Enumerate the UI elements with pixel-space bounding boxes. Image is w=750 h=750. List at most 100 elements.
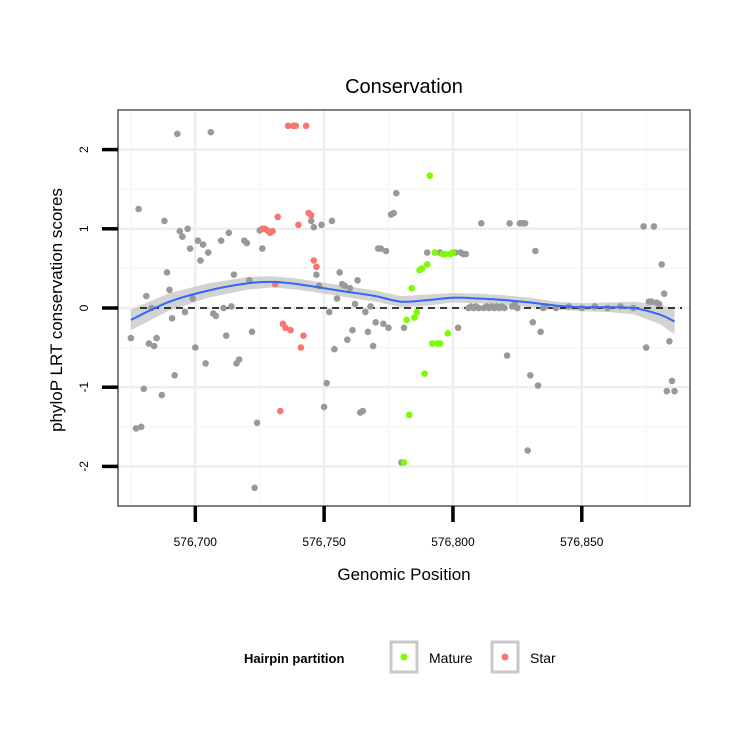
data-point-other xyxy=(225,229,233,237)
data-point-mature xyxy=(449,249,457,256)
data-point-other xyxy=(478,220,485,227)
data-point-mature xyxy=(408,284,416,292)
data-point-other xyxy=(174,130,181,138)
data-point-other xyxy=(204,249,212,256)
data-point-star xyxy=(287,326,294,334)
data-point-other xyxy=(202,360,209,367)
data-point-other xyxy=(354,277,361,284)
legend-label-mature: Mature xyxy=(429,650,473,666)
data-point-mature xyxy=(444,330,452,337)
data-point-other xyxy=(176,227,184,235)
data-point-other xyxy=(380,320,387,328)
data-point-other xyxy=(207,128,215,136)
se-ribbon xyxy=(130,276,675,335)
data-point-other xyxy=(344,336,351,344)
data-point-other xyxy=(382,247,390,255)
data-point-mature xyxy=(418,265,426,272)
data-point-mature xyxy=(429,340,436,347)
data-point-other xyxy=(132,425,140,432)
data-point-star xyxy=(302,122,310,130)
data-point-star xyxy=(313,263,320,271)
data-point-other xyxy=(217,237,225,244)
data-point-other xyxy=(537,328,544,336)
data-point-other xyxy=(462,250,470,258)
y-axis-label: phyloP LRT conservation scores xyxy=(47,188,66,432)
data-point-other xyxy=(310,223,318,231)
data-point-other xyxy=(166,286,173,294)
smooth-curve-layer xyxy=(130,280,675,323)
y-tick-label: -1 xyxy=(77,382,91,393)
data-point-star xyxy=(274,213,282,221)
data-point-other xyxy=(475,304,483,312)
legend: Hairpin partition Mature Star xyxy=(244,640,556,674)
data-point-other xyxy=(333,295,341,302)
data-point-mature xyxy=(413,308,421,316)
data-point-mature xyxy=(411,314,418,321)
data-point-other xyxy=(524,447,531,454)
data-point-other xyxy=(168,315,176,322)
data-point-other xyxy=(377,245,385,252)
data-point-other xyxy=(184,225,191,233)
data-point-other xyxy=(326,308,333,316)
data-point-other xyxy=(393,189,400,197)
data-point-other xyxy=(179,233,186,240)
data-point-star xyxy=(307,212,315,219)
data-points xyxy=(127,122,678,492)
legend-dot-star xyxy=(501,653,509,661)
data-point-star xyxy=(282,324,289,332)
data-point-other xyxy=(161,217,168,225)
data-point-other xyxy=(642,344,650,351)
data-point-other xyxy=(318,221,325,229)
data-point-other xyxy=(253,419,261,427)
data-point-other xyxy=(521,220,529,227)
data-point-other xyxy=(328,217,336,225)
data-point-other xyxy=(153,334,160,342)
data-point-star xyxy=(300,332,307,340)
data-point-other xyxy=(140,385,148,393)
data-point-other xyxy=(390,209,398,217)
legend-dot-mature xyxy=(400,653,408,661)
data-point-other xyxy=(454,324,462,332)
data-point-mature xyxy=(405,411,413,419)
data-point-other xyxy=(650,223,658,230)
data-point-other xyxy=(320,403,328,411)
data-point-other xyxy=(423,249,431,256)
data-point-other xyxy=(341,282,349,290)
x-tick-label: 576,850 xyxy=(560,535,604,549)
data-point-other xyxy=(189,295,196,302)
data-point-star xyxy=(277,407,284,415)
data-point-other xyxy=(369,342,377,350)
data-point-other xyxy=(135,205,142,213)
data-point-other xyxy=(158,391,166,399)
data-point-other xyxy=(663,387,671,395)
legend-key-star xyxy=(490,640,520,674)
data-point-other xyxy=(194,237,202,244)
x-tick-label: 576,800 xyxy=(431,535,475,549)
data-point-other xyxy=(248,328,256,336)
smooth-curve xyxy=(130,280,675,323)
data-point-other xyxy=(199,241,207,248)
data-point-mature xyxy=(403,316,410,324)
data-point-mature xyxy=(400,459,408,466)
data-point-other xyxy=(351,300,359,308)
data-point-other xyxy=(331,345,338,353)
data-point-other xyxy=(137,423,145,431)
grid xyxy=(118,110,690,506)
data-point-other xyxy=(372,319,380,326)
data-point-other xyxy=(346,284,354,292)
data-point-other xyxy=(251,484,258,492)
data-point-other xyxy=(400,324,408,332)
data-point-other xyxy=(336,269,343,276)
data-point-star xyxy=(310,257,318,264)
data-point-other xyxy=(640,223,647,230)
data-point-other xyxy=(503,352,511,359)
confidence-ribbon xyxy=(130,276,675,335)
data-point-other xyxy=(532,247,539,255)
data-point-other xyxy=(212,312,220,320)
data-point-other xyxy=(220,304,227,312)
data-point-other xyxy=(501,304,508,312)
data-point-star xyxy=(292,122,300,130)
data-point-other xyxy=(145,340,153,347)
data-point-other xyxy=(527,372,534,379)
